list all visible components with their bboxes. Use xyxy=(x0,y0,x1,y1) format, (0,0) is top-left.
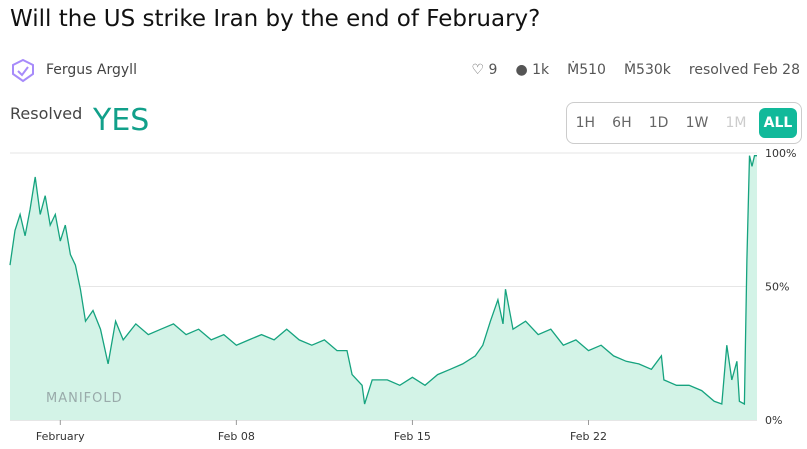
y-tick-label: 50% xyxy=(765,281,789,294)
stats: ♡ 9 ● 1k Ṁ510 Ṁ530k resolved Feb 28 xyxy=(472,62,800,78)
x-tick-label: Feb 08 xyxy=(218,430,255,443)
resolved-date: resolved Feb 28 xyxy=(688,62,800,78)
line xyxy=(9,155,757,406)
watermark: MANIFOLD xyxy=(46,391,123,406)
time-button[interactable]: 1D xyxy=(648,115,669,131)
y-tick-label: 0% xyxy=(765,414,782,427)
liquidity: Ṁ510 xyxy=(567,62,606,78)
author-name[interactable]: Fergus Argyll xyxy=(46,62,137,78)
x-tick-label: February xyxy=(36,430,85,443)
time-button[interactable]: ALL xyxy=(758,108,798,138)
x-tick-label: Feb 22 xyxy=(570,430,607,443)
time-button[interactable]: 1M xyxy=(725,115,747,131)
time-range: 1H 6H 1D 1W 1M ALL xyxy=(566,102,802,144)
traders: ● 1k xyxy=(515,62,550,78)
traders-count: 1k xyxy=(532,62,550,78)
info-row: Fergus Argyll ♡ 9 ● 1k Ṁ510 Ṁ530k resolv… xyxy=(10,58,800,84)
area xyxy=(10,155,757,420)
resolved-outcome: YES xyxy=(93,103,150,138)
avatar-icon xyxy=(12,58,34,83)
resolved-label: Resolved xyxy=(10,104,83,123)
time-button[interactable]: 1W xyxy=(685,115,709,131)
market-title: Will the US strike Iran by the end of Fe… xyxy=(10,6,541,32)
time-button[interactable]: 1H xyxy=(575,115,596,131)
volume: Ṁ530k xyxy=(623,62,671,78)
likes[interactable]: ♡ 9 xyxy=(471,62,498,78)
likes-count: 9 xyxy=(488,62,498,78)
y-tick-label: 100% xyxy=(765,147,796,160)
x-tick-label: Feb 15 xyxy=(394,430,431,443)
chart: 0% 50% 100% February Feb 08 Feb 15 Feb 22 MANIF… xyxy=(9,147,796,443)
time-button[interactable]: 6H xyxy=(612,115,632,131)
